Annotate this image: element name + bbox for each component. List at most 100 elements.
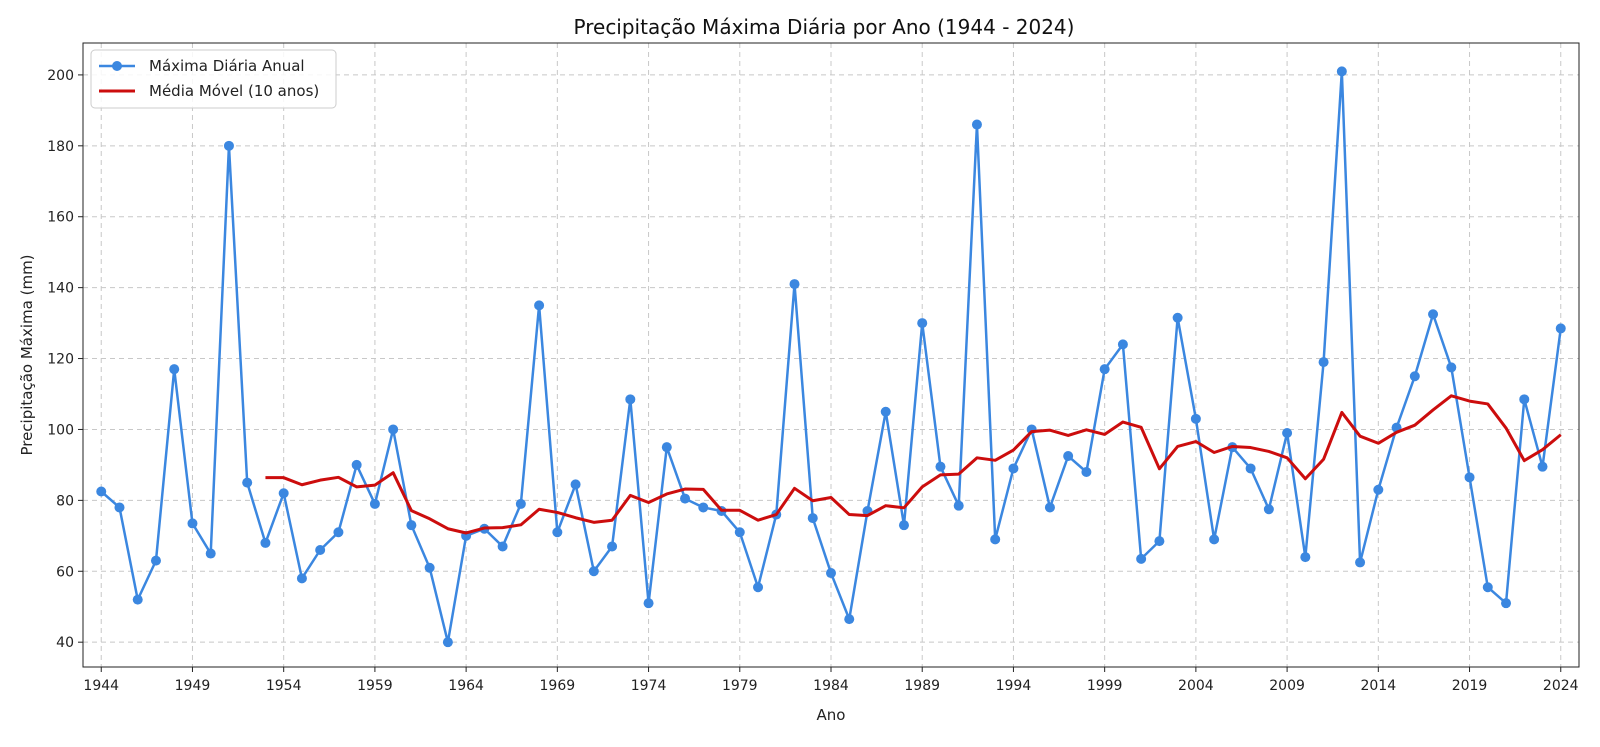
axis-ticks: 1944 1949 1954 1959 1964 1969 1974 1979 1984 1989…: [47, 68, 1578, 694]
data-point-maxima-diaria: [953, 500, 964, 511]
data-point-maxima-diaria: [698, 502, 709, 513]
data-point-maxima-diaria: [826, 568, 836, 579]
data-point-maxima-diaria: [1008, 463, 1019, 474]
data-point-maxima-diaria: [734, 527, 745, 538]
data-point-maxima-diaria: [1336, 66, 1347, 77]
data-point-maxima-diaria: [132, 594, 143, 605]
x-tick-label: 1979: [722, 678, 758, 694]
legend-box: [90, 49, 337, 109]
data-point-maxima-diaria: [1409, 371, 1420, 382]
x-tick-label: 2014: [1360, 678, 1396, 694]
data-point-maxima-diaria: [406, 520, 417, 531]
data-point-maxima-diaria: [351, 459, 362, 470]
x-tick-label: 2004: [1178, 678, 1214, 694]
x-tick-label: 1989: [904, 678, 940, 694]
series-line-media-movel: [265, 394, 1562, 535]
data-point-maxima-diaria: [1063, 451, 1074, 462]
data-point-maxima-diaria: [442, 637, 453, 648]
data-point-maxima-diaria: [1373, 484, 1384, 495]
data-point-maxima-diaria: [150, 555, 161, 566]
data-point-maxima-diaria: [1136, 553, 1147, 564]
data-point-maxima-diaria: [1482, 582, 1493, 593]
data-point-maxima-diaria: [1355, 557, 1366, 568]
legend: Máxima Diária Anual Média Móvel (10 anos…: [90, 49, 337, 109]
data-point-maxima-diaria: [333, 527, 344, 538]
y-tick-label: 40: [56, 635, 74, 651]
data-point-maxima-diaria: [1519, 394, 1530, 405]
data-point-maxima-diaria: [187, 518, 198, 529]
data-point-maxima-diaria: [625, 394, 636, 405]
data-point-maxima-diaria: [369, 498, 380, 509]
data-point-maxima-diaria: [898, 520, 909, 531]
series-layer: [96, 66, 1566, 648]
data-point-maxima-diaria: [1190, 413, 1201, 424]
x-tick-label: 1999: [1087, 678, 1123, 694]
data-point-maxima-diaria: [1282, 428, 1293, 438]
data-point-maxima-diaria: [169, 364, 180, 375]
data-point-maxima-diaria: [1300, 552, 1311, 563]
y-tick-label: 200: [47, 68, 74, 84]
y-tick-label: 140: [47, 281, 74, 297]
data-point-maxima-diaria: [661, 442, 672, 453]
legend-label-maxima-diaria: Máxima Diária Anual: [149, 57, 305, 75]
y-tick-label: 120: [47, 352, 74, 368]
data-point-maxima-diaria: [497, 541, 508, 552]
data-point-maxima-diaria: [588, 566, 599, 577]
data-point-maxima-diaria: [1172, 312, 1183, 323]
x-tick-label: 2019: [1452, 678, 1488, 694]
y-tick-label: 160: [47, 210, 74, 226]
x-tick-label: 1964: [448, 678, 484, 694]
x-tick-label: 2024: [1543, 678, 1579, 694]
data-point-maxima-diaria: [844, 614, 855, 625]
x-tick-label: 1959: [357, 678, 393, 694]
y-tick-label: 180: [47, 139, 74, 155]
x-tick-label: 1969: [540, 678, 576, 694]
data-point-maxima-diaria: [1044, 502, 1055, 513]
data-point-maxima-diaria: [1464, 472, 1475, 483]
data-point-maxima-diaria: [1154, 536, 1165, 547]
data-point-maxima-diaria: [1446, 362, 1457, 373]
x-tick-label: 1944: [83, 678, 119, 694]
data-point-maxima-diaria: [296, 573, 307, 584]
data-point-maxima-diaria: [96, 486, 107, 497]
data-point-maxima-diaria: [1245, 463, 1256, 474]
y-axis-label: Precipitação Máxima (mm): [18, 254, 36, 455]
data-point-maxima-diaria: [1263, 504, 1274, 515]
x-axis-label: Ano: [817, 706, 846, 724]
data-point-maxima-diaria: [315, 545, 326, 555]
data-point-maxima-diaria: [534, 300, 545, 311]
x-tick-label: 2009: [1269, 678, 1305, 694]
data-point-maxima-diaria: [917, 318, 928, 329]
data-point-maxima-diaria: [1117, 339, 1128, 350]
x-tick-label: 1954: [266, 678, 302, 694]
data-point-maxima-diaria: [607, 541, 618, 552]
data-point-maxima-diaria: [260, 537, 271, 548]
data-point-maxima-diaria: [807, 513, 818, 524]
data-point-maxima-diaria: [789, 279, 800, 290]
data-point-maxima-diaria: [1501, 598, 1512, 609]
x-tick-label: 1984: [813, 678, 849, 694]
data-point-maxima-diaria: [643, 598, 654, 609]
y-tick-label: 100: [47, 422, 74, 438]
data-point-maxima-diaria: [990, 534, 1001, 545]
x-tick-label: 1949: [175, 678, 211, 694]
data-point-maxima-diaria: [114, 502, 125, 513]
data-point-maxima-diaria: [1081, 467, 1092, 477]
data-point-maxima-diaria: [515, 498, 526, 509]
x-tick-label: 1994: [996, 678, 1032, 694]
grid-lines: [83, 43, 1579, 667]
data-point-maxima-diaria: [1318, 357, 1329, 368]
data-point-maxima-diaria: [1555, 323, 1566, 334]
data-point-maxima-diaria: [935, 461, 946, 472]
data-point-maxima-diaria: [1099, 364, 1110, 375]
x-tick-label: 1974: [631, 678, 667, 694]
y-tick-label: 60: [56, 564, 74, 580]
data-point-maxima-diaria: [753, 582, 764, 593]
data-point-maxima-diaria: [424, 562, 435, 573]
y-tick-label: 80: [56, 493, 74, 509]
chart-title: Precipitação Máxima Diária por Ano (1944…: [574, 15, 1075, 39]
legend-marker-maxima-diaria: [112, 61, 122, 71]
data-point-maxima-diaria: [205, 548, 216, 559]
